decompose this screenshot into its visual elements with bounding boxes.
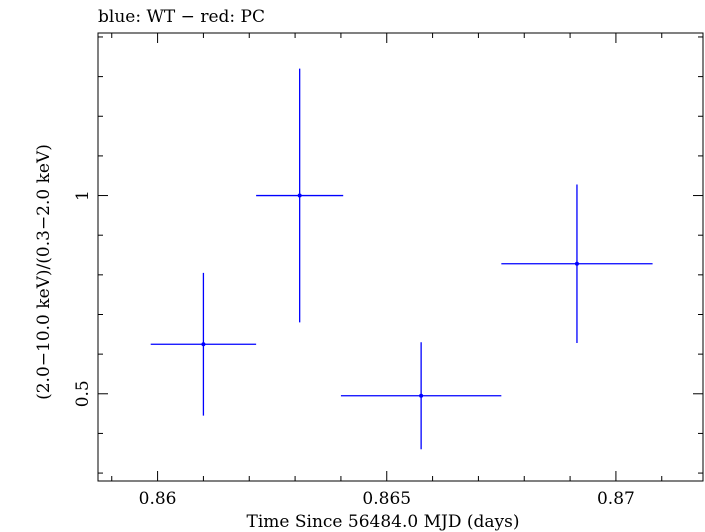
- point-marker: [297, 193, 302, 198]
- chart-title: blue: WT − red: PC: [98, 7, 265, 27]
- y-axis: 0.51: [73, 36, 703, 474]
- data-points: [150, 68, 653, 450]
- point-marker: [574, 261, 579, 266]
- y-tick-label: 1: [73, 190, 93, 201]
- plot-frame: [97, 32, 704, 482]
- x-tick-label: 0.865: [362, 489, 411, 509]
- y-axis-label: (2.0−10.0 keV)/(0.3−2.0 keV): [34, 144, 54, 400]
- data-point: [150, 272, 257, 416]
- data-point: [256, 68, 344, 323]
- data-point: [340, 342, 502, 450]
- x-axis-label: Time Since 56484.0 MJD (days): [247, 512, 520, 532]
- data-point: [501, 184, 653, 344]
- y-tick-label: 0.5: [73, 380, 93, 407]
- x-tick-label: 0.86: [139, 489, 177, 509]
- point-marker: [419, 393, 424, 398]
- point-marker: [201, 342, 206, 347]
- x-axis: 0.86 0.865 0.87: [111, 33, 663, 509]
- x-tick-label: 0.87: [597, 489, 635, 509]
